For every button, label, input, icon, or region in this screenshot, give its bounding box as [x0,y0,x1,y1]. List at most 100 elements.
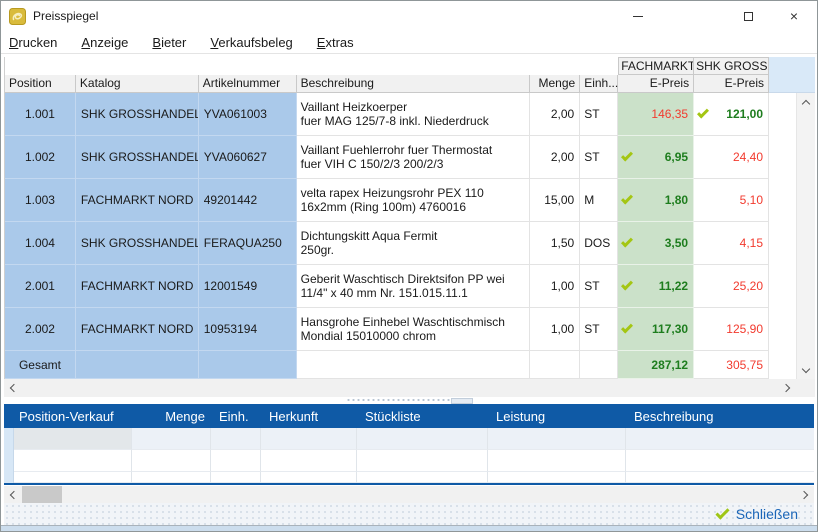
horizontal-scrollbar-upper[interactable] [4,379,796,397]
cell-beschreibung[interactable] [626,472,814,483]
eprice-cell[interactable]: 121,00 [694,93,769,136]
cell-menge[interactable] [132,472,211,483]
table-row[interactable]: 2.002 FACHMARKT NORD 10953194 Hansgrohe Ein… [5,308,769,351]
eprice-cell[interactable]: 24,40 [694,136,769,179]
beschreibung-cell[interactable]: Dichtungskitt Aqua Fermit 250gr. [296,222,531,265]
einheit-cell[interactable]: ST [580,93,619,136]
cell-position-verkauf[interactable] [14,428,132,450]
menge-cell[interactable]: 1,00 [530,265,581,308]
eprice-cell[interactable]: 117,30 [618,308,695,351]
cell-einh[interactable] [211,472,261,483]
beschreibung-cell[interactable]: Vaillant Fuehlerrohr fuer Thermostat fuer… [296,136,531,179]
position-cell[interactable]: 2.002 [5,308,76,351]
position-cell[interactable]: 1.004 [5,222,76,265]
artikelnummer-cell[interactable]: FERAQUA250 [198,222,297,265]
katalog-cell[interactable]: SHK GROSSHANDEL [75,136,199,179]
schliessen-button[interactable]: Schließen [715,504,798,522]
cell-position-verkauf[interactable] [14,472,132,483]
eprice-cell[interactable]: 1,80 [618,179,695,222]
minimize-button[interactable] [615,1,661,31]
cell-beschreibung[interactable] [626,450,814,472]
cell-stueckliste[interactable] [357,450,488,472]
artikelnummer-cell[interactable]: 49201442 [198,179,297,222]
cell-menge[interactable] [132,450,211,472]
eprice-cell[interactable]: 5,10 [694,179,769,222]
table-row[interactable]: 1.002 SHK GROSSHANDEL YVA060627 Vaillant Fu… [5,136,769,179]
eprice-cell[interactable]: 146,35 [618,93,695,136]
einheit-cell[interactable]: ST [580,136,619,179]
maximize-button[interactable] [725,1,771,31]
table-row[interactable]: 1.004 SHK GROSSHANDEL FERAQUA250 Dichtungsk… [5,222,769,265]
scroll-right-button[interactable] [797,486,814,503]
artikelnummer-cell[interactable]: 10953194 [198,308,297,351]
einheit-cell[interactable]: DOS [580,222,619,265]
menge-cell[interactable]: 1,50 [530,222,581,265]
artikelnummer-cell[interactable]: 12001549 [198,265,297,308]
katalog-cell[interactable]: SHK GROSSHANDEL [75,222,199,265]
cell-position-verkauf[interactable] [14,450,132,472]
scroll-left-button[interactable] [4,486,21,503]
scroll-left-button[interactable] [4,379,21,397]
menge-cell[interactable]: 15,00 [530,179,581,222]
menu-anzeige[interactable]: Anzeige [81,34,129,50]
cell-leistung[interactable] [488,472,626,483]
position-cell[interactable]: 1.002 [5,136,76,179]
menu-drucken[interactable]: Drucken [9,34,58,50]
einheit-cell[interactable]: ST [580,265,619,308]
einheit-cell[interactable]: M [580,179,619,222]
position-cell[interactable]: 1.003 [5,179,76,222]
cell-stueckliste[interactable] [357,428,488,450]
cell-leistung[interactable] [488,428,626,450]
menu-bieter[interactable]: Bieter [152,34,187,50]
lower-table-row[interactable] [4,450,814,472]
horizontal-scrollbar-lower[interactable] [4,486,814,503]
cell-herkunft[interactable] [261,428,357,450]
menge-cell[interactable]: 1,00 [530,308,581,351]
table-row[interactable]: 2.001 FACHMARKT NORD 12001549 Geberit Wasch… [5,265,769,308]
katalog-cell[interactable]: FACHMARKT NORD [75,265,199,308]
scroll-down-button[interactable] [797,362,815,379]
vertical-scrollbar[interactable] [796,93,815,379]
katalog-cell[interactable]: FACHMARKT NORD [75,308,199,351]
cell-stueckliste[interactable] [357,472,488,483]
total-menge-cell [530,351,581,379]
eprice-cell[interactable]: 11,22 [618,265,695,308]
katalog-cell[interactable]: FACHMARKT NORD [75,179,199,222]
artikelnummer-cell[interactable]: YVA061003 [198,93,297,136]
splitter-handle[interactable] [450,397,473,404]
cell-herkunft[interactable] [261,472,357,483]
cell-einh[interactable] [211,428,261,450]
eprice-cell[interactable]: 3,50 [618,222,695,265]
scroll-right-button[interactable] [779,379,796,397]
beschreibung-cell[interactable]: Vaillant Heizkoerper fuer MAG 125/7-8 ink… [296,93,531,136]
lower-table-row[interactable] [4,472,814,483]
cell-menge[interactable] [132,428,211,450]
menge-cell[interactable]: 2,00 [530,136,581,179]
menge-cell[interactable]: 2,00 [530,93,581,136]
einheit-cell[interactable]: ST [580,308,619,351]
eprice-cell[interactable]: 4,15 [694,222,769,265]
lower-table-row[interactable] [4,428,814,450]
artikelnummer-cell[interactable]: YVA060627 [198,136,297,179]
menu-verkaufsbeleg[interactable]: Verkaufsbeleg [210,34,293,50]
cell-beschreibung[interactable] [626,428,814,450]
beschreibung-cell[interactable]: velta rapex Heizungsrohr PEX 110 16x2mm (… [296,179,531,222]
beschreibung-cell[interactable]: Geberit Waschtisch Direktsifon PP wei 11/… [296,265,531,308]
position-cell[interactable]: 1.001 [5,93,76,136]
table-row[interactable]: 1.003 FACHMARKT NORD 49201442 velta rapex H… [5,179,769,222]
scroll-up-button[interactable] [797,93,815,110]
position-cell[interactable]: 2.001 [5,265,76,308]
pane-splitter[interactable] [1,397,817,404]
menu-extras[interactable]: Extras [316,34,354,50]
katalog-cell[interactable]: SHK GROSSHANDEL [75,93,199,136]
cell-einh[interactable] [211,450,261,472]
eprice-cell[interactable]: 25,20 [694,265,769,308]
scrollbar-thumb[interactable] [22,486,62,503]
cell-leistung[interactable] [488,450,626,472]
eprice-cell[interactable]: 125,90 [694,308,769,351]
beschreibung-cell[interactable]: Hansgrohe Einhebel Waschtischmisch Mondia… [296,308,531,351]
close-button[interactable]: × [771,1,817,31]
eprice-cell[interactable]: 6,95 [618,136,695,179]
table-row[interactable]: 1.001 SHK GROSSHANDEL YVA061003 Vaillant He… [5,93,769,136]
cell-herkunft[interactable] [261,450,357,472]
